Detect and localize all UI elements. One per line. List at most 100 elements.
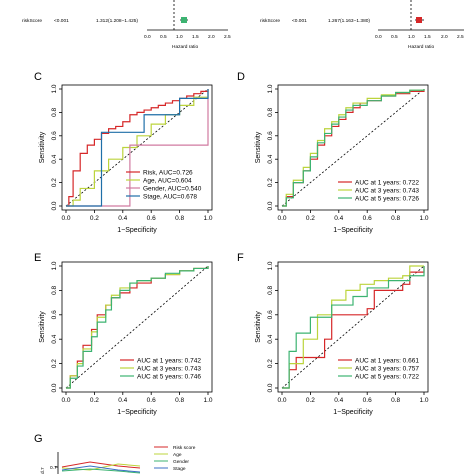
y-tick-label: 0.8: [51, 286, 58, 295]
x-axis-label: 1−Specificity: [333, 409, 373, 416]
x-tick-label: 1.0: [419, 215, 428, 222]
forest-right-pvalue: <0.001: [292, 18, 307, 24]
svg-text:2.5: 2.5: [457, 34, 464, 40]
forest-right-ticks: 0.0 0.5 1.0 1.5 2.0 2.5: [375, 34, 464, 40]
legend-entry: AUC at 3 years: 0.743: [137, 365, 201, 372]
x-tick-label: 0.0: [277, 397, 286, 404]
svg-text:1.0: 1.0: [408, 34, 415, 40]
y-axis-label: Sensitivity: [255, 131, 262, 163]
svg-text:2.5: 2.5: [224, 34, 231, 40]
forest-left-ticks: 0.0 0.5 1.0 1.5 2.0 2.5: [144, 34, 231, 40]
y-tick-label: 0.4: [267, 334, 274, 343]
y-tick-label: 0.2: [51, 178, 58, 187]
y-tick-label: 0.4: [267, 154, 274, 163]
svg-text:Risk score: Risk score: [173, 445, 196, 451]
reference-diagonal: [65, 88, 209, 207]
panel-g-legend: Risk score Age Gender Stage: [154, 445, 196, 472]
y-tick-label: 1.0: [51, 84, 58, 93]
svg-text:1.5: 1.5: [192, 34, 199, 40]
roc-plot-e: 0.00.0 0.2 0.2 0.4 0.4 0.6 0.6 0.8 0.8 1.0 1.0 1−Sp…: [39, 261, 213, 416]
x-tick-label: 0.2: [306, 215, 315, 222]
roc-series-2: [66, 89, 209, 207]
x-tick-label: 0.2: [90, 397, 99, 404]
legend-entry: AUC at 1 years: 0.722: [355, 179, 419, 186]
legend-entry: Stage, AUC=0.678: [143, 193, 197, 200]
plot-frame: [61, 261, 213, 393]
panel-label-f: F: [237, 252, 244, 264]
forest-right-hr: 1.267(1.163−1.380): [328, 18, 370, 24]
x-tick-label: 0.6: [363, 397, 372, 404]
panel-g-ylabel: d.7: [40, 467, 46, 474]
y-tick-label: 1.0: [267, 84, 274, 93]
panel-g-age-line: [61, 463, 141, 471]
y-tick-label: 0.2: [267, 359, 274, 368]
reference-diagonal: [281, 265, 425, 389]
svg-text:0.0: 0.0: [144, 34, 151, 40]
x-tick-label: 0.8: [175, 215, 184, 222]
roc-plot-d: 0.00.0 0.2 0.2 0.4 0.4 0.6 0.6 0.8 0.8 1.0 1.0 1−Sp…: [255, 84, 429, 234]
x-tick-label: 0.6: [363, 215, 372, 222]
svg-text:0.0: 0.0: [375, 34, 382, 40]
y-tick-label: 0.8: [267, 286, 274, 295]
x-tick-label: 0.2: [306, 397, 315, 404]
forest-plot-left: riskScore <0.001 1.312(1.208−1.425) 0.0 …: [22, 0, 231, 50]
legend-entry: Age, AUC=0.604: [143, 177, 192, 184]
forest-left-pvalue: <0.001: [54, 18, 69, 24]
svg-text:1.0: 1.0: [176, 34, 183, 40]
x-tick-label: 0.8: [391, 397, 400, 404]
x-tick-label: 0.6: [147, 215, 156, 222]
panel-g-stage-line: [61, 465, 141, 473]
forest-left-xlabel: Hazard ratio: [172, 44, 198, 50]
forest-left-hr: 1.312(1.208−1.425): [96, 18, 138, 24]
y-tick-label: 0.4: [51, 154, 58, 163]
legend-entry: AUC at 3 years: 0.757: [355, 365, 419, 372]
x-tick-label: 0.0: [277, 215, 286, 222]
x-tick-label: 0.4: [118, 215, 127, 222]
svg-text:Age: Age: [173, 452, 182, 458]
legend-entry: AUC at 3 years: 0.743: [355, 187, 419, 194]
x-tick-label: 0.8: [391, 215, 400, 222]
x-tick-label: 0.0: [61, 215, 70, 222]
forest-right-xlabel: Hazard ratio: [408, 44, 434, 50]
x-tick-label: 0.6: [147, 397, 156, 404]
svg-text:2.0: 2.0: [441, 34, 448, 40]
y-tick-label: 0.2: [267, 178, 274, 187]
panel-label-c: C: [34, 71, 42, 83]
x-tick-label: 0.0: [61, 397, 70, 404]
reference-diagonal: [65, 265, 209, 389]
x-axis-label: 1−Specificity: [117, 409, 157, 416]
panel-label-g: G: [34, 433, 43, 445]
y-tick-label: 0.6: [267, 131, 274, 140]
roc-series-3: [66, 266, 209, 389]
legend-entry: AUC at 5 years: 0.722: [355, 373, 419, 380]
y-tick-label: 0.8: [267, 108, 274, 117]
y-tick-label: 0.6: [51, 131, 58, 140]
reference-diagonal: [281, 88, 425, 207]
panel-label-d: D: [237, 71, 245, 83]
x-tick-label: 1.0: [419, 397, 428, 404]
x-tick-label: 0.4: [334, 397, 343, 404]
svg-text:1.5: 1.5: [424, 34, 431, 40]
x-axis-label: 1−Specificity: [333, 227, 373, 234]
y-tick-label: 0.0: [267, 383, 274, 392]
legend-entry: AUC at 1 years: 0.742: [137, 357, 201, 364]
y-tick-label: 0.2: [51, 359, 58, 368]
legend-entry: AUC at 1 years: 0.661: [355, 357, 419, 364]
x-tick-label: 1.0: [203, 397, 212, 404]
y-tick-label: 0.0: [51, 383, 58, 392]
plot-frame: [277, 84, 429, 211]
legend-entry: AUC at 5 years: 0.726: [355, 195, 419, 202]
roc-series-3: [282, 266, 425, 389]
x-tick-label: 0.2: [90, 215, 99, 222]
roc-series-3: [66, 89, 209, 207]
panel-g-risk-line: [61, 461, 141, 469]
y-tick-label: 0.6: [51, 310, 58, 319]
y-tick-label: 1.0: [51, 261, 58, 270]
forest-right-point: [416, 17, 422, 23]
forest-left-label: riskScore: [22, 18, 42, 24]
roc-series-2: [282, 265, 424, 389]
